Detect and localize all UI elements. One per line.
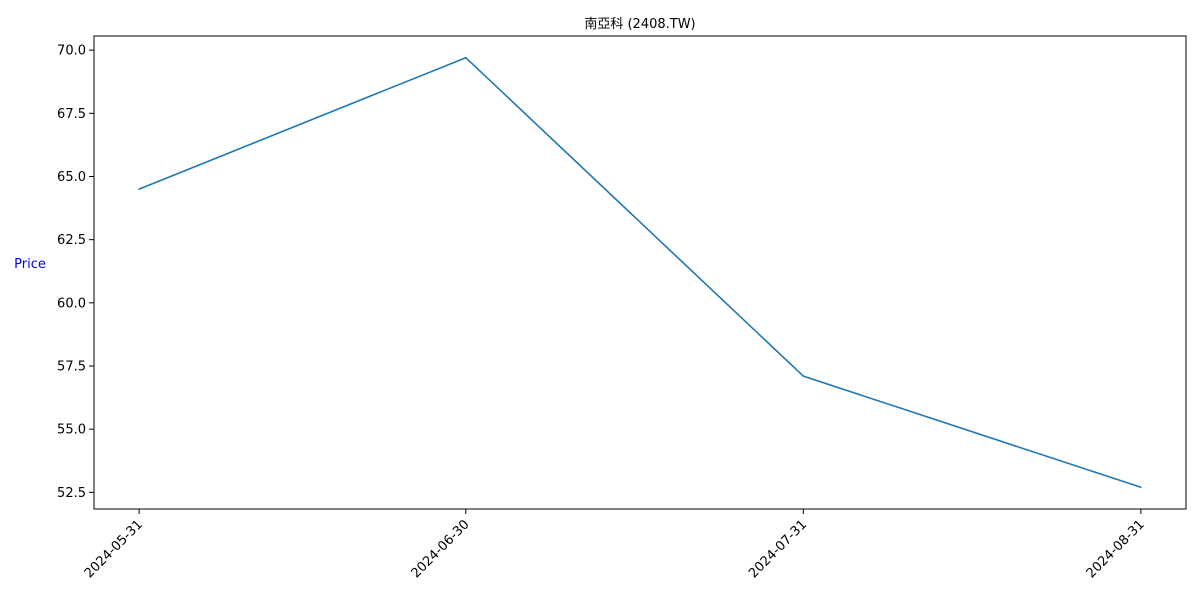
x-tick-label: 2024-08-31 [1084, 517, 1148, 581]
x-tick-label: 2024-07-31 [746, 517, 810, 581]
data-point [802, 375, 805, 377]
y-tick-label: 60.0 [57, 296, 86, 311]
y-tick-label: 70.0 [57, 44, 86, 59]
y-tick-label: 52.5 [57, 486, 86, 501]
data-point [1140, 486, 1142, 489]
y-tick-label: 67.5 [57, 107, 86, 122]
y-tick-label: 57.5 [57, 359, 86, 374]
chart-title: 南亞科 (2408.TW) [584, 16, 695, 32]
plot-area-frame [93, 35, 1187, 510]
series-line [138, 56, 1142, 489]
y-tick-label: 65.0 [57, 170, 86, 185]
x-axis: 2024-05-31 2024-06-30 2024-07-31 2024-08-31 [82, 509, 1148, 581]
y-tick-label: 55.0 [57, 423, 86, 438]
x-tick-label: 2024-05-31 [82, 517, 146, 581]
y-axis: 52.5 55.0 57.5 60.0 62.5 65.0 67.5 70.0 [57, 44, 94, 501]
y-axis-label: Price [14, 257, 46, 272]
y-tick-label: 62.5 [57, 233, 86, 248]
x-tick-label: 2024-06-30 [409, 517, 473, 581]
series-layer [138, 56, 1142, 489]
data-point [464, 56, 467, 59]
data-point [138, 188, 140, 190]
